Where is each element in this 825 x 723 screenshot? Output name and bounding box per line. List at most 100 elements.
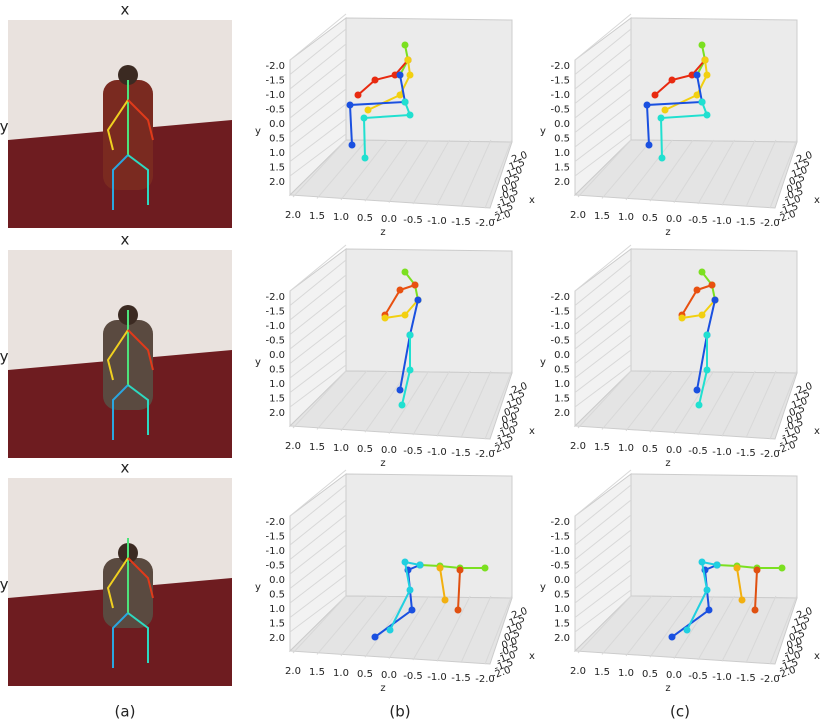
caption: (b) xyxy=(389,703,410,721)
joint xyxy=(405,57,412,64)
y-tick-label: -0.5 xyxy=(550,561,570,572)
plot-3d: -2.0-1.5-1.0-0.50.00.51.01.52.02.01.51.0… xyxy=(255,245,535,469)
joint xyxy=(372,77,379,84)
y-tick-label: -2.0 xyxy=(550,517,570,528)
figure: xyxyxy-2.0-1.5-1.0-0.50.00.51.01.52.02.0… xyxy=(0,0,825,723)
z-tick-label: -0.5 xyxy=(403,215,423,226)
z-tick-label: 0.0 xyxy=(666,670,682,681)
z-tick-label: -0.5 xyxy=(403,446,423,457)
y-tick-label: -2.0 xyxy=(550,292,570,303)
joint xyxy=(362,155,369,162)
joint xyxy=(347,102,354,109)
y-axis-label: y xyxy=(255,126,261,137)
y-tick-label: 0.0 xyxy=(554,119,570,130)
joint xyxy=(752,607,759,614)
joint xyxy=(457,567,464,574)
z-axis-label: z xyxy=(665,683,670,694)
joint xyxy=(779,565,786,572)
joint xyxy=(397,387,404,394)
x-axis-label: x xyxy=(529,651,535,662)
z-tick-label: 1.0 xyxy=(333,443,349,454)
y-tick-label: -0.5 xyxy=(550,336,570,347)
y-tick-label: -1.5 xyxy=(550,307,570,318)
joint xyxy=(679,315,686,322)
joint xyxy=(407,72,414,79)
z-axis-label: z xyxy=(380,683,385,694)
z-axis-label: z xyxy=(380,458,385,469)
y-tick-label: -0.5 xyxy=(265,105,285,116)
joint xyxy=(696,402,703,409)
z-tick-label: 2.0 xyxy=(570,441,586,452)
joint xyxy=(361,115,368,122)
y-tick-label: 0.0 xyxy=(554,575,570,586)
joint xyxy=(706,607,713,614)
y-axis-label: y xyxy=(540,357,546,368)
z-tick-label: 1.5 xyxy=(594,211,610,222)
z-axis-label: z xyxy=(665,227,670,238)
z-tick-label: 2.0 xyxy=(570,210,586,221)
joint xyxy=(397,72,404,79)
y-tick-label: 0.5 xyxy=(269,134,285,145)
joint xyxy=(482,565,489,572)
z-tick-label: -1.0 xyxy=(427,216,447,227)
joint xyxy=(702,57,709,64)
joint xyxy=(704,332,711,339)
z-tick-label: -1.5 xyxy=(736,217,756,228)
x-axis-label: x xyxy=(814,651,820,662)
joint xyxy=(397,287,404,294)
joint xyxy=(407,332,414,339)
joint xyxy=(349,142,356,149)
y-tick-label: 2.0 xyxy=(554,177,570,188)
y-tick-label: -1.0 xyxy=(265,546,285,557)
joint xyxy=(754,567,761,574)
joint xyxy=(699,559,706,566)
joint xyxy=(659,155,666,162)
joint xyxy=(699,42,706,49)
joint xyxy=(704,112,711,119)
y-tick-label: -1.5 xyxy=(265,532,285,543)
y-tick-label: 0.5 xyxy=(554,590,570,601)
image-y-label: y xyxy=(0,576,9,594)
joint xyxy=(355,92,362,99)
y-axis-label: y xyxy=(540,582,546,593)
joint xyxy=(644,102,651,109)
z-tick-label: 0.0 xyxy=(666,445,682,456)
joint xyxy=(409,607,416,614)
plot-3d: -2.0-1.5-1.0-0.50.00.51.01.52.02.01.51.0… xyxy=(540,245,820,469)
joint xyxy=(372,634,379,641)
y-tick-label: 0.0 xyxy=(269,350,285,361)
joint xyxy=(669,77,676,84)
y-tick-label: 1.5 xyxy=(554,619,570,630)
joint xyxy=(652,92,659,99)
z-tick-label: -1.0 xyxy=(427,447,447,458)
joint xyxy=(694,387,701,394)
z-tick-label: -0.5 xyxy=(688,446,708,457)
y-tick-label: -1.0 xyxy=(550,546,570,557)
z-tick-label: 1.5 xyxy=(594,442,610,453)
z-tick-label: -1.5 xyxy=(451,673,471,684)
z-tick-label: 0.5 xyxy=(642,213,658,224)
z-tick-label: 0.0 xyxy=(381,214,397,225)
plot-3d: -2.0-1.5-1.0-0.50.00.51.01.52.02.01.51.0… xyxy=(540,14,820,238)
y-tick-label: -1.0 xyxy=(265,90,285,101)
z-tick-label: 1.5 xyxy=(594,667,610,678)
z-tick-label: -1.5 xyxy=(451,217,471,228)
z-tick-label: 1.5 xyxy=(309,211,325,222)
joint xyxy=(437,565,444,572)
joint xyxy=(704,72,711,79)
z-tick-label: -1.5 xyxy=(736,673,756,684)
y-tick-label: -0.5 xyxy=(265,336,285,347)
y-tick-label: -1.5 xyxy=(550,76,570,87)
pane-back xyxy=(631,249,797,373)
joint xyxy=(694,287,701,294)
y-tick-label: 1.5 xyxy=(554,163,570,174)
photo: xy xyxy=(0,1,232,229)
z-tick-label: -1.5 xyxy=(451,448,471,459)
z-tick-label: 0.0 xyxy=(381,445,397,456)
y-tick-label: 1.0 xyxy=(269,379,285,390)
y-tick-label: 1.5 xyxy=(554,394,570,405)
plot-3d: -2.0-1.5-1.0-0.50.00.51.01.52.02.01.51.0… xyxy=(255,470,535,694)
joint xyxy=(402,99,409,106)
z-tick-label: 1.0 xyxy=(618,212,634,223)
image-x-label: x xyxy=(121,231,130,249)
